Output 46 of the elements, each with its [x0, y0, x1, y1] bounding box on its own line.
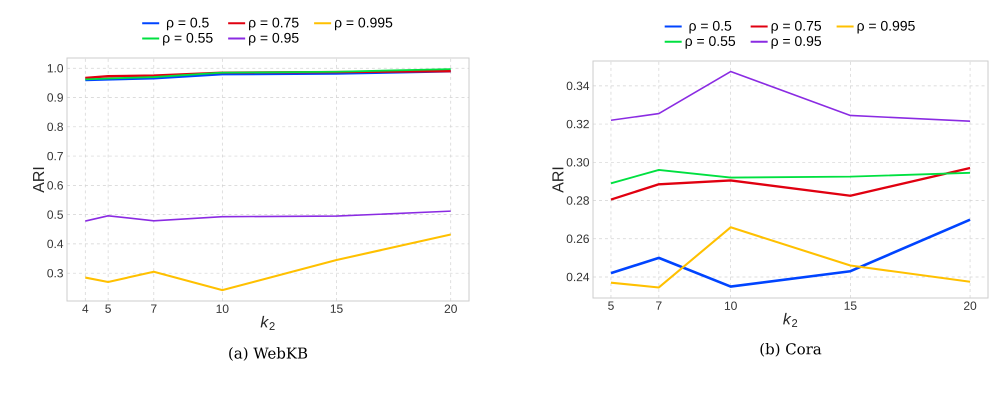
line-series [610, 169, 971, 184]
x-axis-title: k$_{2}$ [260, 316, 275, 330]
legend-label: ρ = 0.95 [772, 36, 822, 49]
y-tick-label: 0.5 [47, 210, 63, 219]
line-series [84, 210, 452, 222]
y-axis-title: ARI [552, 168, 564, 193]
x-tick-label: 20 [444, 304, 457, 313]
x-axis-title: k$_{2}$ [783, 312, 798, 327]
y-tick-label: 0.6 [47, 181, 63, 190]
legend-label: ρ = 0.55 [686, 36, 736, 49]
y-tick-label: 1.0 [48, 64, 64, 72]
y-tick-label: 0.34 [566, 82, 590, 90]
y-tick-label: 0.26 [566, 234, 589, 243]
line-series [610, 166, 972, 201]
legend-label: ρ = 0.995 [858, 20, 915, 34]
x-tick-label: 4 [82, 304, 88, 313]
legend-label: ρ = 0.995 [335, 18, 392, 30]
x-tick-label: 10 [216, 304, 229, 313]
legend-label: ρ = 0.55 [163, 32, 213, 46]
y-tick-label: 0.7 [47, 152, 63, 160]
x-tick-label: 5 [105, 304, 111, 313]
y-tick-label: 0.8 [47, 122, 63, 132]
x-tick-label: 10 [724, 302, 737, 310]
text: (b) Cora [760, 342, 822, 357]
legend-label: ρ = 0.5 [689, 20, 732, 34]
x-tick-label: 15 [330, 304, 343, 313]
x-tick-label: 7 [151, 304, 157, 313]
y-tick-label: 0.9 [47, 93, 63, 102]
y-tick-label: 0.4 [47, 240, 64, 248]
legend-label: ρ = 0.95 [249, 32, 299, 46]
y-tick-label: 0.24 [566, 272, 590, 282]
legend-label: ρ = 0.5 [166, 18, 209, 30]
y-tick-label: 0.30 [566, 158, 590, 167]
x-tick-label: 20 [964, 302, 976, 310]
text: (a) WebKB [229, 347, 308, 361]
y-tick-label: 0.3 [47, 268, 63, 278]
y-axis-title: ARI [33, 168, 44, 193]
x-tick-label: 5 [608, 302, 614, 310]
legend-label: ρ = 0.75 [249, 18, 299, 30]
x-tick-label: 15 [844, 302, 857, 310]
legend-label: ρ = 0.75 [772, 20, 822, 34]
y-tick-label: 0.28 [566, 196, 589, 205]
x-tick-label: 7 [656, 302, 662, 310]
line-series [610, 70, 971, 122]
y-tick-label: 0.32 [566, 120, 589, 128]
line-series [84, 233, 452, 292]
